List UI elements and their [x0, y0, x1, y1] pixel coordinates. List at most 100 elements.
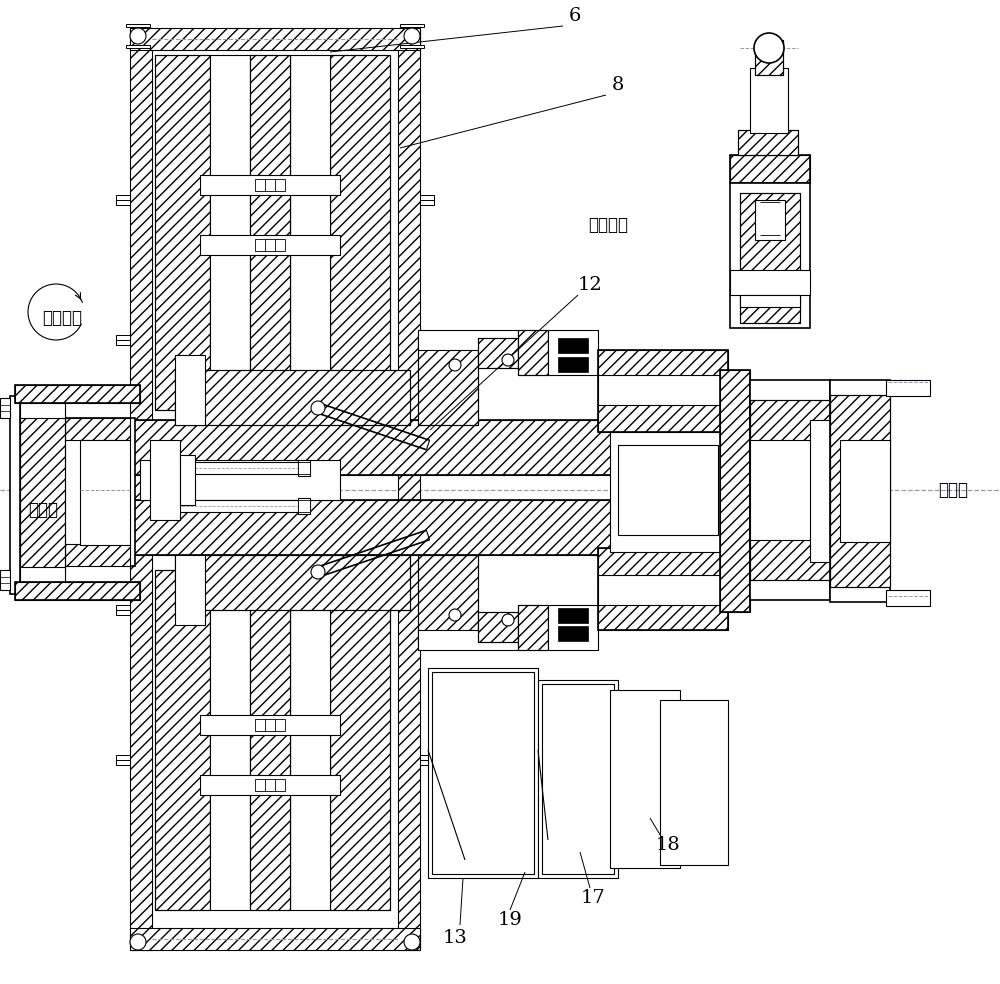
Bar — [830, 395, 890, 587]
Bar — [20, 567, 65, 585]
Circle shape — [130, 28, 146, 44]
Bar — [610, 432, 728, 552]
Bar — [298, 462, 310, 474]
Bar — [175, 370, 410, 425]
Bar — [298, 498, 310, 514]
Bar — [538, 680, 618, 878]
Bar — [20, 415, 65, 570]
Bar — [126, 24, 150, 27]
Bar — [330, 570, 390, 910]
Bar — [130, 420, 720, 475]
Bar — [330, 55, 390, 410]
Bar — [730, 270, 810, 295]
Circle shape — [311, 401, 325, 415]
Bar — [730, 155, 810, 183]
Text: 12: 12 — [578, 276, 602, 294]
Bar — [478, 612, 518, 642]
Bar — [420, 195, 434, 205]
Text: 输入侧: 输入侧 — [28, 501, 58, 519]
Bar — [60, 418, 135, 566]
Text: 18: 18 — [656, 836, 680, 854]
Bar — [610, 690, 680, 868]
Bar — [720, 370, 750, 612]
Bar — [255, 179, 285, 191]
Bar — [255, 719, 285, 731]
Bar — [418, 330, 518, 350]
Bar — [330, 55, 390, 410]
Bar — [548, 330, 598, 375]
Text: 旋转方向: 旋转方向 — [588, 216, 628, 234]
Bar — [830, 380, 890, 602]
Bar — [290, 570, 330, 910]
Bar — [155, 570, 210, 910]
Text: 8: 8 — [612, 76, 624, 94]
Bar — [598, 375, 728, 405]
Bar — [15, 582, 140, 600]
Bar — [755, 200, 785, 240]
Bar — [175, 370, 410, 425]
Bar — [558, 338, 588, 353]
Bar — [15, 385, 140, 403]
Bar — [255, 779, 285, 791]
Bar — [730, 183, 810, 328]
Bar — [400, 45, 424, 48]
Bar — [200, 235, 340, 255]
Bar — [116, 755, 130, 765]
Bar — [840, 440, 890, 542]
Bar — [250, 55, 290, 410]
Bar — [168, 500, 303, 512]
Bar — [418, 555, 478, 645]
Circle shape — [311, 565, 325, 579]
Bar — [15, 385, 140, 403]
Bar — [130, 28, 152, 950]
Bar — [126, 45, 150, 48]
Circle shape — [502, 614, 514, 626]
Text: 13: 13 — [443, 929, 467, 947]
Bar — [420, 605, 434, 615]
Bar — [65, 418, 130, 440]
Bar — [255, 239, 285, 251]
Bar — [130, 28, 420, 50]
Circle shape — [404, 28, 420, 44]
Bar — [618, 445, 718, 535]
Bar — [15, 582, 140, 600]
Text: 6: 6 — [569, 7, 581, 25]
Bar — [116, 335, 130, 345]
Bar — [738, 130, 798, 155]
Bar — [886, 590, 930, 606]
Bar — [750, 68, 788, 133]
Bar — [432, 672, 534, 874]
Bar — [755, 40, 783, 75]
Bar — [398, 28, 420, 950]
Text: 旋转方向: 旋转方向 — [42, 309, 82, 327]
Bar — [542, 684, 614, 874]
Bar — [130, 500, 720, 555]
Bar — [518, 605, 548, 650]
Bar — [720, 370, 750, 612]
Bar — [175, 355, 205, 425]
Bar — [478, 612, 518, 642]
Bar — [598, 350, 728, 432]
Bar — [250, 570, 290, 910]
Text: 17: 17 — [581, 889, 605, 907]
Bar — [155, 55, 210, 410]
Bar — [175, 555, 205, 625]
Bar — [418, 335, 478, 425]
Bar — [558, 626, 588, 641]
Bar — [598, 575, 728, 605]
Bar — [750, 400, 830, 580]
Bar — [740, 193, 800, 323]
Bar — [730, 155, 810, 183]
Bar — [738, 130, 798, 155]
Bar — [200, 175, 340, 195]
Bar — [478, 338, 518, 368]
Bar — [330, 570, 390, 910]
Bar — [298, 500, 310, 512]
Bar — [420, 335, 434, 345]
Bar — [740, 193, 800, 323]
Bar — [116, 195, 130, 205]
Bar — [830, 395, 890, 587]
Bar — [428, 668, 538, 878]
Bar — [290, 55, 330, 410]
Bar — [150, 440, 180, 520]
